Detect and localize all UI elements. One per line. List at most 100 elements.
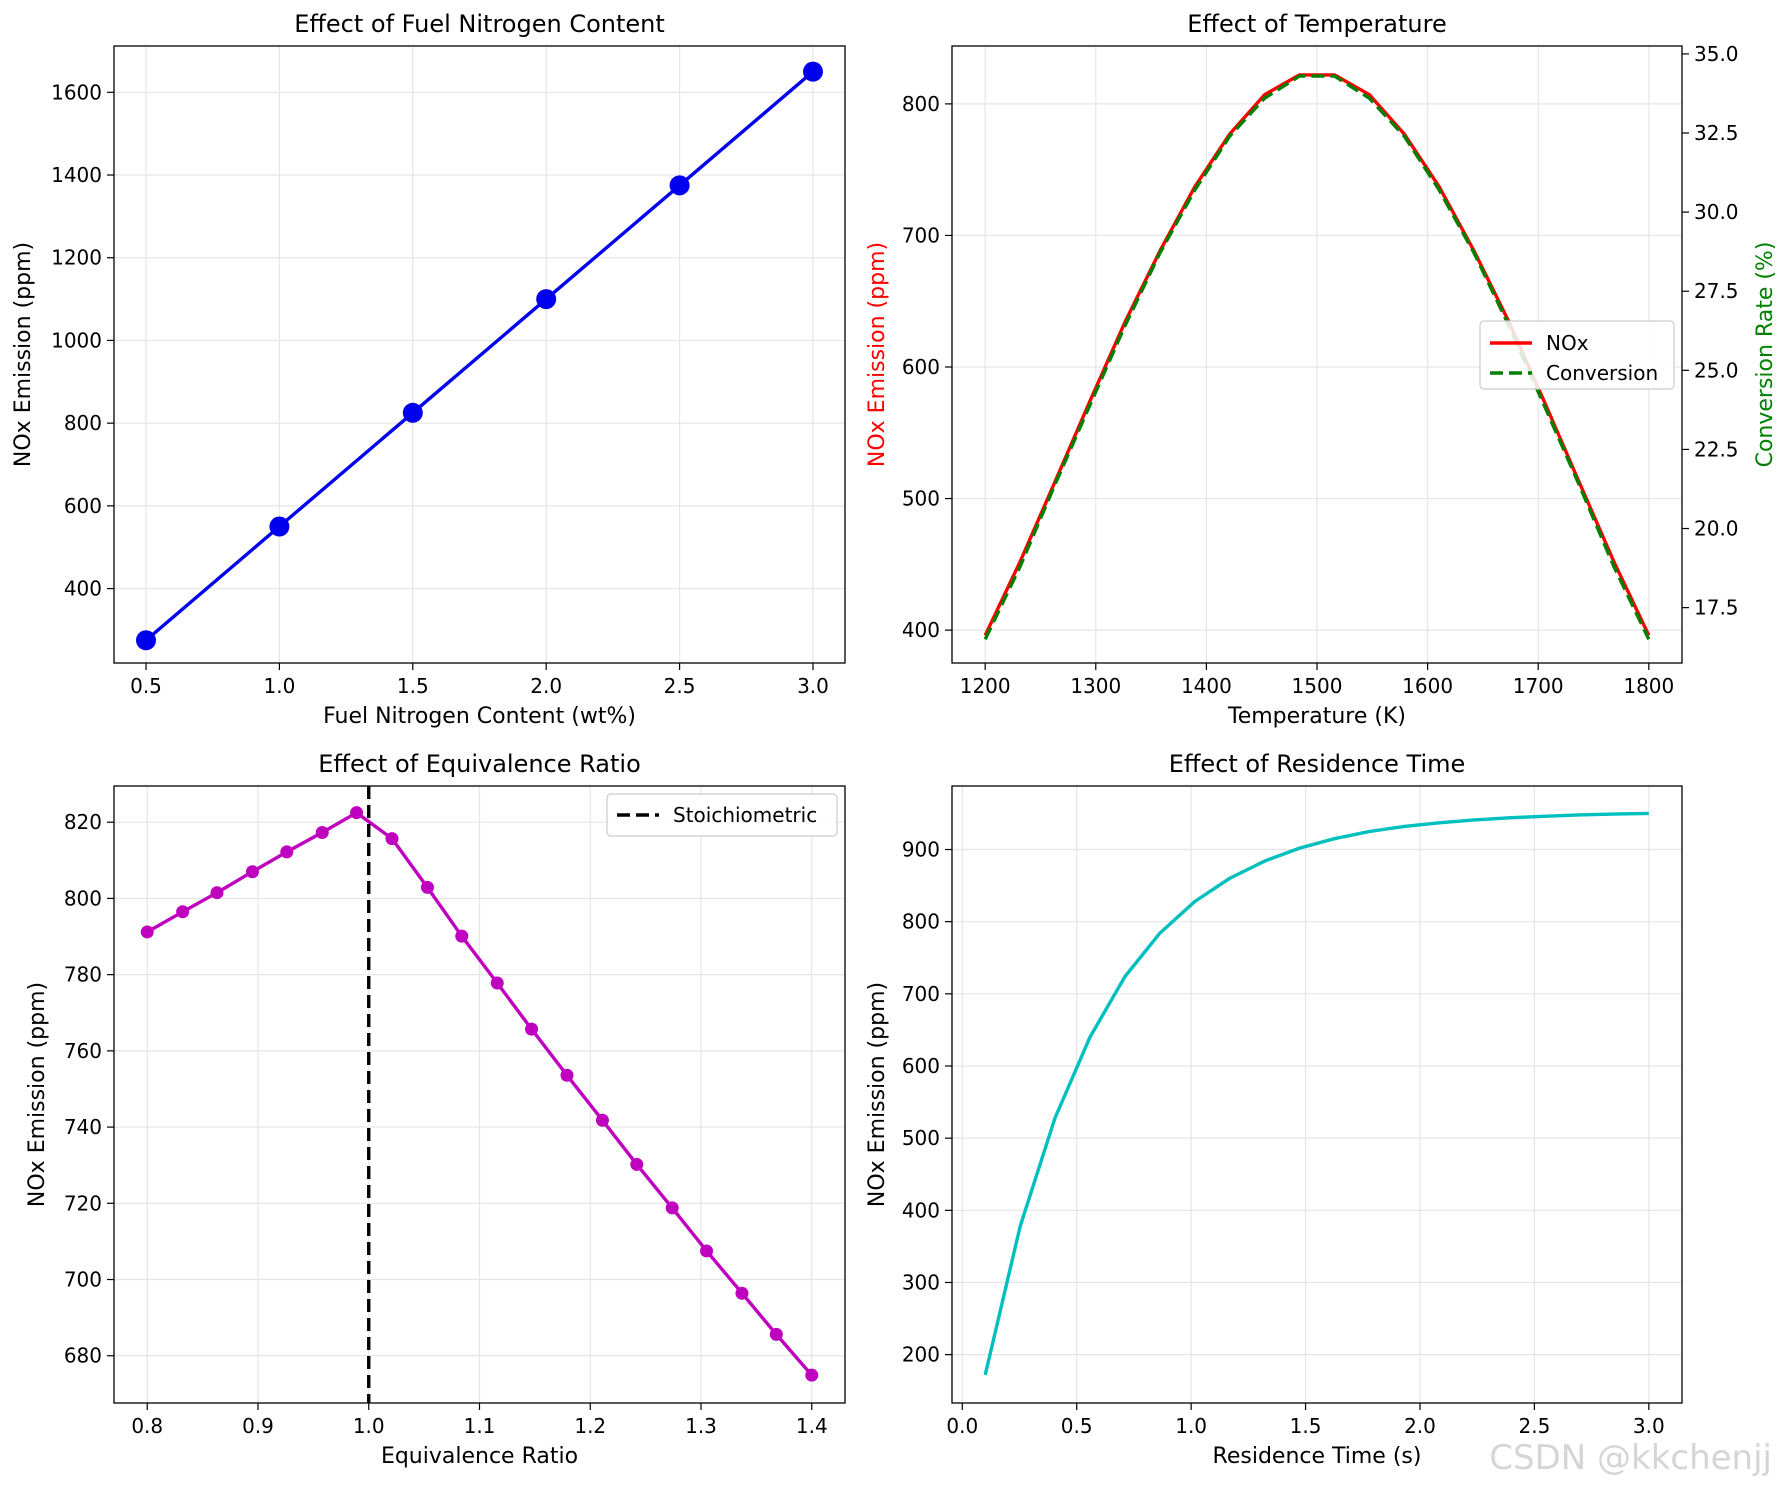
- data-point: [805, 1368, 819, 1382]
- y-axis-label: NOx Emission (ppm): [25, 982, 50, 1207]
- x-tick-label: 0.8: [131, 1414, 163, 1438]
- y-tick-label: 400: [902, 618, 940, 642]
- data-point: [595, 1113, 609, 1127]
- data-point: [402, 402, 423, 423]
- series-layer: [140, 786, 819, 1403]
- x-tick-label: 2.5: [1518, 1414, 1550, 1438]
- y-tick-label: 800: [902, 92, 940, 116]
- y-tick-label: 680: [64, 1344, 102, 1368]
- data-point: [490, 976, 504, 990]
- y-tick-label: 600: [64, 494, 102, 518]
- data-point: [665, 1201, 679, 1215]
- series-line-nox: [983, 811, 1649, 1376]
- data-point: [385, 832, 399, 846]
- y-tick-label: 1000: [51, 328, 102, 352]
- legend-box: [606, 793, 838, 837]
- y-axis-label: NOx Emission (ppm): [865, 242, 890, 467]
- chart-title: Effect of Fuel Nitrogen Content: [294, 10, 665, 38]
- y-tick-label: 720: [64, 1191, 102, 1215]
- x-tick-label: 1400: [1181, 674, 1232, 698]
- chart-title: Effect of Equivalence Ratio: [318, 750, 641, 778]
- data-point: [136, 630, 157, 651]
- y-tick-label: 400: [64, 577, 102, 601]
- y2-tick-label: 22.5: [1694, 437, 1739, 461]
- data-point: [669, 175, 690, 196]
- x-tick-label: 2.5: [664, 674, 696, 698]
- plot-frame: [951, 785, 1683, 1404]
- y-tick-label: 800: [902, 910, 940, 934]
- y2-tick-label: 25.0: [1694, 358, 1739, 382]
- x-tick-label: 1.2: [574, 1414, 606, 1438]
- x-tick-label: 1.1: [464, 1414, 496, 1438]
- data-point: [630, 1157, 644, 1171]
- data-point: [525, 1022, 539, 1036]
- data-point: [210, 886, 224, 900]
- y-tick-label: 700: [64, 1268, 102, 1292]
- y-tick-label: 500: [902, 1126, 940, 1150]
- x-tick-label: 1.3: [685, 1414, 717, 1438]
- y-axis-label: NOx Emission (ppm): [865, 982, 890, 1207]
- y-tick-label: 1600: [51, 80, 102, 104]
- data-point: [769, 1327, 783, 1341]
- y-tick-label: 1400: [51, 163, 102, 187]
- data-point: [560, 1068, 574, 1082]
- x-axis-label: Residence Time (s): [1213, 1444, 1422, 1469]
- y-tick-label: 760: [64, 1039, 102, 1063]
- data-point: [455, 929, 469, 943]
- plot-frame: [113, 45, 846, 664]
- y-tick-label: 820: [64, 810, 102, 834]
- x-tick-label: 1.0: [1175, 1414, 1207, 1438]
- y-tick-label: 600: [902, 355, 940, 379]
- data-point: [245, 865, 259, 879]
- x-tick-label: 0.5: [1061, 1414, 1093, 1438]
- chart-temp: 1200 1300 1400 1500 1600 1700 1800 400 500 600 700…: [865, 10, 1778, 729]
- y2-tick-label: 27.5: [1694, 279, 1739, 303]
- x-tick-label: 0.0: [946, 1414, 978, 1438]
- x-axis-label: Equivalence Ratio: [381, 1444, 578, 1469]
- x-tick-label: 2.0: [1404, 1414, 1436, 1438]
- x-tick-label: 1200: [960, 674, 1011, 698]
- series-line-nox: [144, 70, 815, 642]
- x-tick-label: 1500: [1292, 674, 1343, 698]
- legend: Stoichiometric: [606, 793, 838, 837]
- chart-title: Effect of Temperature: [1187, 10, 1447, 38]
- x-tick-label: 1600: [1402, 674, 1453, 698]
- x-axis-label: Temperature (K): [1227, 704, 1406, 729]
- legend-label: Stoichiometric: [673, 803, 817, 827]
- data-point: [350, 806, 364, 820]
- y-tick-label: 780: [64, 963, 102, 987]
- x-tick-label: 3.0: [797, 674, 829, 698]
- legend-label: NOx: [1546, 331, 1589, 355]
- data-point: [420, 880, 434, 894]
- series-layer: [983, 811, 1649, 1376]
- y-tick-label: 200: [902, 1343, 940, 1367]
- x-tick-label: 3.0: [1633, 1414, 1665, 1438]
- x-tick-label: 1700: [1513, 674, 1564, 698]
- y-tick-label: 1200: [51, 246, 102, 270]
- data-point: [802, 61, 823, 82]
- y2-axis-label: Conversion Rate (%): [1753, 242, 1778, 468]
- y2-tick-label: 32.5: [1694, 121, 1739, 145]
- y-tick-label: 500: [902, 487, 940, 511]
- y2-tick-label: 17.5: [1694, 596, 1739, 620]
- plot-frame: [951, 45, 1683, 664]
- y-tick-label: 800: [64, 411, 102, 435]
- y2-tick-label: 30.0: [1694, 200, 1739, 224]
- data-point: [735, 1286, 749, 1300]
- x-tick-label: 0.5: [130, 674, 162, 698]
- y-tick-label: 700: [902, 223, 940, 247]
- y-tick-label: 740: [64, 1115, 102, 1139]
- data-point: [700, 1244, 714, 1258]
- data-point: [269, 516, 290, 537]
- data-point: [280, 845, 294, 859]
- x-tick-label: 1.0: [264, 674, 296, 698]
- x-axis-label: Fuel Nitrogen Content (wt%): [323, 704, 636, 729]
- y2-tick-label: 20.0: [1694, 517, 1739, 541]
- chart-fuel: 0.5 1.0 1.5 2.0 2.5 3.0 400 600 800 1000 1200 1400 1…: [11, 10, 846, 729]
- watermark: CSDN @kkchenjj: [1489, 1438, 1772, 1478]
- chart-equiv: 0.8 0.9 1.0 1.1 1.2 1.3 1.4 680 700 720 740 760 780 8…: [25, 750, 846, 1469]
- data-point: [176, 905, 190, 919]
- y-tick-label: 400: [902, 1198, 940, 1222]
